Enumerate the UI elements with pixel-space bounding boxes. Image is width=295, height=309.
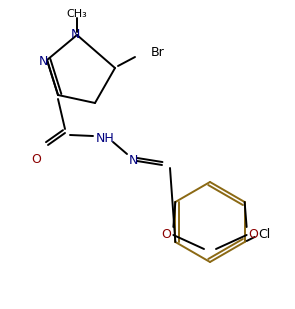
Text: CH₃: CH₃: [67, 9, 87, 19]
Text: O: O: [161, 228, 171, 242]
Text: Cl: Cl: [259, 227, 271, 240]
Text: NH: NH: [96, 132, 114, 145]
Text: N: N: [70, 28, 80, 40]
Text: N: N: [128, 154, 138, 167]
Text: O: O: [31, 153, 41, 166]
Text: O: O: [249, 228, 259, 242]
Text: N: N: [38, 54, 48, 67]
Text: Br: Br: [151, 45, 165, 58]
